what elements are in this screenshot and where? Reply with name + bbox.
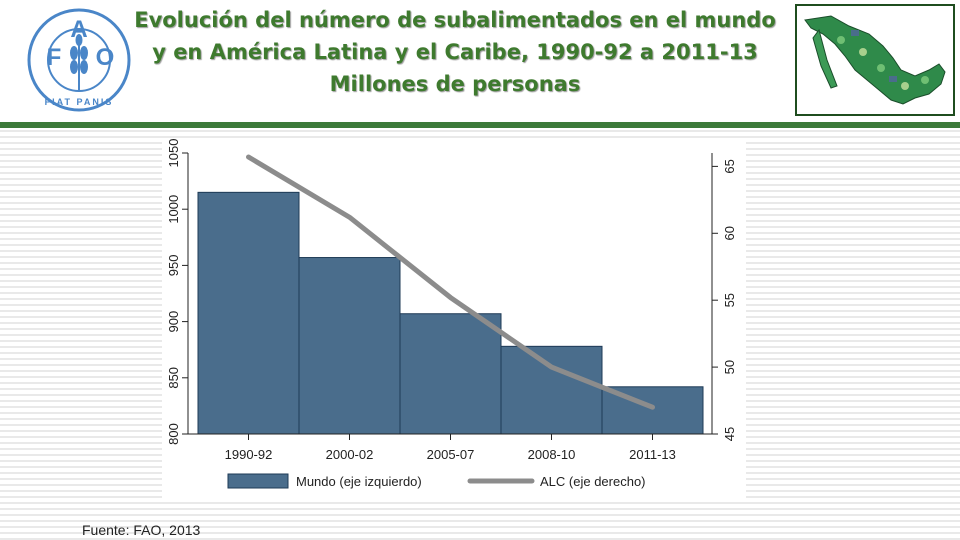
legend-label-mundo: Mundo (eje izquierdo) [296, 474, 422, 489]
x-tick-label: 2011-13 [629, 447, 676, 462]
slide-header: F A O FIAT PANIS Evolución del número de… [0, 0, 960, 122]
legend-label-alc: ALC (eje derecho) [540, 474, 646, 489]
line-point [651, 405, 654, 409]
line-point [449, 296, 452, 300]
y-left-tick-label: 900 [166, 311, 181, 333]
line-point [550, 365, 553, 369]
x-tick-label: 1990-92 [225, 447, 273, 462]
source-note: Fuente: FAO, 2013 [82, 522, 201, 538]
line-point [348, 215, 351, 219]
y-left-tick-label: 1000 [166, 195, 181, 224]
y-left-tick-label: 800 [166, 423, 181, 445]
x-tick-label: 2008-10 [528, 447, 576, 462]
logo-letter-a: A [70, 16, 87, 43]
y-right-tick-label: 50 [722, 360, 737, 374]
slide-title: Evolución del número de subalimentados e… [110, 4, 800, 100]
x-tick-label: 2000-02 [326, 447, 374, 462]
y-left-tick-label: 1050 [166, 139, 181, 168]
logo-motto: FIAT PANIS [45, 97, 114, 107]
y-right-tick-label: 60 [722, 226, 737, 240]
title-line-2: y en América Latina y el Caribe, 1990-92… [152, 40, 758, 64]
x-tick-label: 2005-07 [427, 447, 475, 462]
fao-logo-icon: F A O FIAT PANIS [27, 8, 131, 112]
line-point [247, 155, 250, 159]
logo-letter-f: F [47, 44, 62, 71]
bar-2008-10 [500, 345, 603, 435]
y-left-tick-label: 850 [166, 367, 181, 389]
y-left-tick-label: 950 [166, 255, 181, 277]
title-line-3: Millones de personas [329, 72, 581, 96]
header-divider [0, 122, 960, 128]
y-right-tick-label: 65 [722, 159, 737, 173]
bar-1990-92 [197, 191, 300, 435]
title-line-1: Evolución del número de subalimentados e… [134, 8, 776, 32]
legend-swatch-mundo [227, 473, 289, 489]
bar-2000-02 [298, 257, 401, 435]
y-right-tick-label: 55 [722, 293, 737, 307]
mexico-map-icon [795, 4, 955, 116]
bar-2005-07 [399, 313, 502, 435]
logo-letter-o: O [96, 44, 115, 71]
y-right-tick-label: 45 [722, 427, 737, 441]
